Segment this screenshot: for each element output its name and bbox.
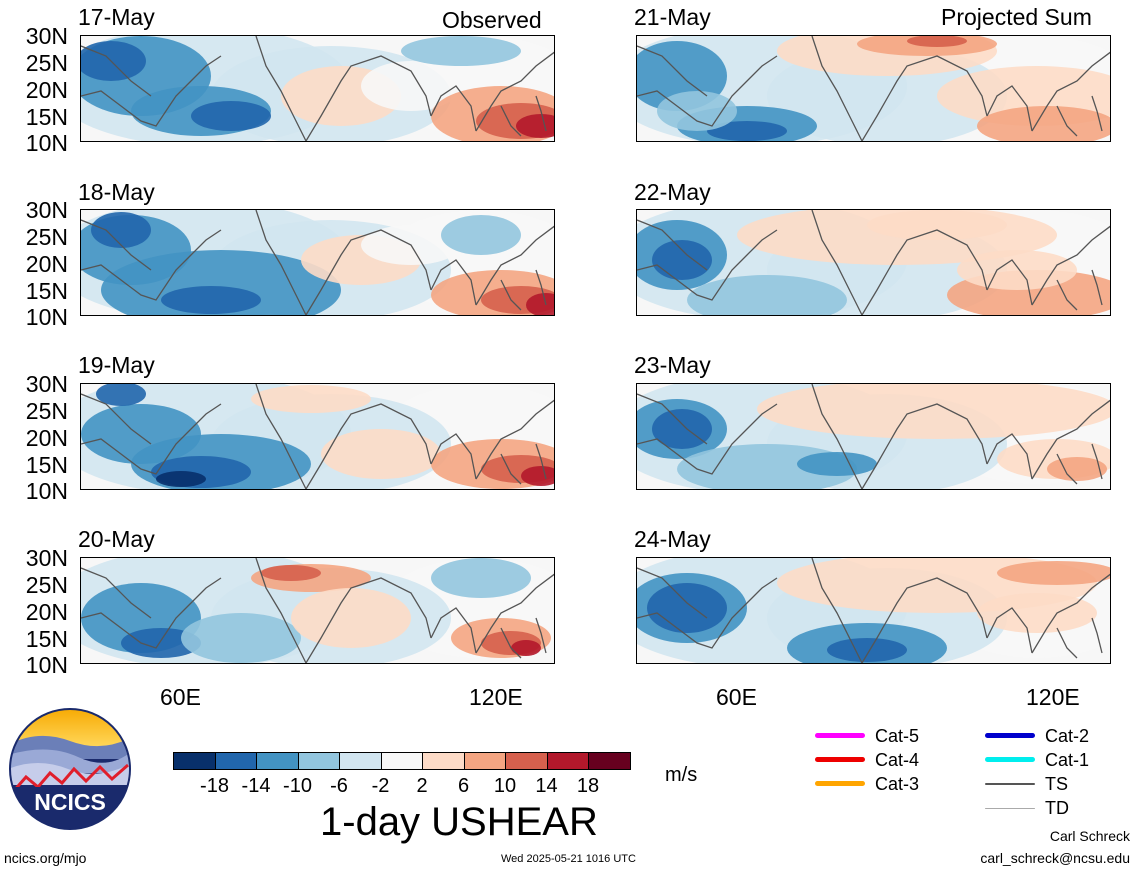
- legend-label-cat-2: Cat-2: [1045, 726, 1090, 746]
- legend-label-cat-1: Cat-1: [1045, 750, 1090, 770]
- lat-label: 15N: [25, 452, 68, 478]
- footer-url: ncics.org/mjo: [4, 850, 87, 866]
- lat-label: 25N: [25, 572, 68, 598]
- lat-label: 20N: [25, 251, 68, 277]
- map-panel-23-may: [636, 383, 1111, 490]
- lat-label: 25N: [25, 398, 68, 424]
- panel-title-18-may: 18-May: [78, 179, 155, 205]
- lat-label: 30N: [25, 545, 68, 571]
- lat-label: 20N: [25, 425, 68, 451]
- colorbar-swatch: [505, 752, 548, 770]
- lat-label: 30N: [25, 371, 68, 397]
- map-panel-24-may: [636, 557, 1111, 664]
- colorbar-swatch: [546, 752, 589, 770]
- colorbar-tick-label: -6: [330, 775, 348, 797]
- lon-label-60e-left: 60E: [160, 684, 201, 710]
- panel-title-24-may: 24-May: [634, 526, 711, 552]
- colorbar-tick-label: 10: [493, 775, 517, 797]
- legend-swatch-td: [985, 808, 1035, 809]
- footer-author: Carl Schreck: [1049, 828, 1130, 844]
- lat-label: 20N: [25, 599, 68, 625]
- colorbar-tick-label: -18: [200, 775, 229, 797]
- colorbar-swatch: [422, 752, 465, 770]
- lat-label: 25N: [25, 224, 68, 250]
- panel-title-17-may: 17-May: [78, 4, 155, 30]
- colorbar-swatch: [380, 752, 423, 770]
- legend-swatch-cat-3: [815, 781, 865, 786]
- map-panel-18-may: [80, 209, 555, 316]
- lat-label: 30N: [25, 23, 68, 49]
- footer-timestamp: Wed 2025-05-21 1016 UTC: [501, 853, 636, 865]
- colorbar-swatch: [214, 752, 257, 770]
- panel-title-21-may: 21-May: [634, 4, 711, 30]
- lat-label: 20N: [25, 77, 68, 103]
- legend-swatch-cat-1: [985, 757, 1035, 762]
- map-panel-22-may: [636, 209, 1111, 316]
- panel-title-22-may: 22-May: [634, 179, 711, 205]
- map-panel-21-may: [636, 35, 1111, 142]
- lon-label-120e-right: 120E: [1026, 684, 1080, 710]
- colorbar-swatch: [173, 752, 216, 770]
- colorbar-swatch: [297, 752, 340, 770]
- colorbar-tick-label: 18: [576, 775, 600, 797]
- panel-title-23-may: 23-May: [634, 352, 711, 378]
- legend-label-td: TD: [1045, 798, 1069, 818]
- lat-label: 15N: [25, 104, 68, 130]
- logo-text: NCICS: [34, 789, 106, 815]
- lat-label: 10N: [25, 652, 68, 678]
- legend-label-cat-5: Cat-5: [875, 726, 920, 746]
- colorbar-swatch: [256, 752, 299, 770]
- colorbar-tick-label: 14: [535, 775, 558, 797]
- colorbar-tick-label: 2: [416, 775, 428, 797]
- lat-label: 30N: [25, 197, 68, 223]
- legend-swatch-cat-2: [985, 733, 1035, 738]
- legend-label-ts: TS: [1045, 774, 1069, 794]
- legend-label-cat-4: Cat-4: [875, 750, 920, 770]
- map-panel-17-may: [80, 35, 555, 142]
- colorbar-tick-label: -14: [241, 775, 271, 797]
- panel-title-20-may: 20-May: [78, 526, 155, 552]
- lat-label: 15N: [25, 626, 68, 652]
- colorbar-tick-label: -10: [283, 775, 312, 797]
- lat-label: 10N: [25, 130, 68, 156]
- lon-label-120e-left: 120E: [469, 684, 523, 710]
- map-panel-19-may: [80, 383, 555, 490]
- legend-swatch-cat-5: [815, 733, 865, 738]
- lat-label: 10N: [25, 304, 68, 330]
- lat-label: 25N: [25, 50, 68, 76]
- legend-label-cat-3: Cat-3: [875, 774, 920, 794]
- map-panel-20-may: [80, 557, 555, 664]
- lon-label-60e-right: 60E: [716, 684, 757, 710]
- ncics-logo: NCICS: [8, 707, 132, 831]
- colorbar-tick-label: 6: [457, 775, 470, 797]
- panel-title-19-may: 19-May: [78, 352, 155, 378]
- projected-sum-label: Projected Sum: [941, 4, 1092, 30]
- footer-email: carl_schreck@ncsu.edu: [980, 850, 1130, 866]
- legend-swatch-cat-4: [815, 757, 865, 762]
- lat-label: 15N: [25, 278, 68, 304]
- observed-label: Observed: [442, 7, 542, 33]
- colorbar-swatch: [339, 752, 382, 770]
- legend-swatch-ts: [985, 783, 1035, 785]
- colorbar-tick-label: -2: [371, 775, 390, 797]
- colorbar-swatch: [588, 752, 631, 770]
- colorbar-title: 1-day USHEAR: [320, 800, 598, 844]
- lat-label: 10N: [25, 478, 68, 504]
- colorbar-swatch: [463, 752, 506, 770]
- colorbar-units: m/s: [665, 764, 698, 786]
- ncics-logo-graphic: [9, 708, 131, 830]
